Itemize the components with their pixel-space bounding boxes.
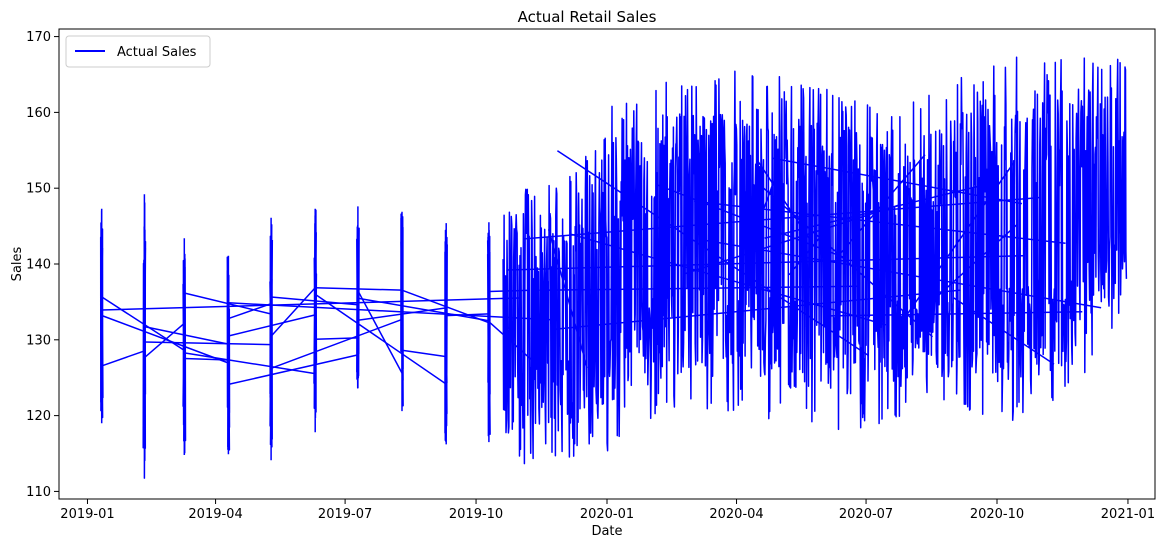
line-connector bbox=[270, 318, 403, 370]
y-tick-label: 120 bbox=[26, 409, 51, 424]
line-connector bbox=[228, 314, 316, 337]
legend-label-actual-sales: Actual Sales bbox=[117, 45, 197, 60]
line-connector bbox=[357, 290, 403, 374]
line-connector bbox=[830, 311, 1083, 317]
x-tick-label: 2020-01 bbox=[580, 507, 634, 522]
line-spike bbox=[269, 217, 274, 461]
line-connector bbox=[571, 233, 887, 326]
line-connector bbox=[704, 239, 1102, 309]
line-connector bbox=[656, 184, 844, 258]
x-tick-label: 2020-07 bbox=[839, 507, 893, 522]
y-tick-label: 110 bbox=[26, 485, 51, 500]
line-connector bbox=[184, 292, 272, 315]
line-connector bbox=[315, 287, 403, 291]
line-connector bbox=[953, 297, 1055, 365]
line-spike bbox=[356, 206, 360, 389]
line-connector bbox=[401, 289, 490, 324]
line-connector bbox=[928, 223, 1019, 305]
line-connector bbox=[747, 175, 777, 251]
x-axis-ticks: 2019-01 2019-04 2019-07 2019-10 2020-01 2020-… bbox=[60, 499, 1155, 522]
legend-box bbox=[65, 35, 211, 68]
y-axis-label: Sales bbox=[10, 246, 25, 281]
line-connector bbox=[101, 297, 520, 311]
line-spike bbox=[313, 208, 318, 433]
line-connector bbox=[506, 254, 1024, 271]
line-connector bbox=[101, 350, 145, 367]
y-tick-label: 170 bbox=[26, 30, 51, 45]
x-axis-label: Date bbox=[591, 524, 622, 539]
line-connector bbox=[401, 349, 447, 358]
series-actual-sales bbox=[99, 56, 1128, 479]
line-connector bbox=[144, 341, 272, 346]
line-connector bbox=[144, 325, 229, 345]
line-connector bbox=[772, 157, 1023, 205]
line-connector bbox=[547, 229, 588, 369]
line-connector bbox=[315, 337, 358, 341]
line-connector bbox=[488, 321, 536, 364]
y-tick-label: 130 bbox=[26, 333, 51, 348]
x-tick-label: 2019-01 bbox=[60, 507, 114, 522]
line-connector bbox=[554, 289, 961, 331]
chart-title: Actual Retail Sales bbox=[518, 8, 657, 26]
line-connector bbox=[143, 322, 185, 359]
x-tick-label: 2020-04 bbox=[709, 507, 763, 522]
x-tick-label: 2019-07 bbox=[318, 507, 372, 522]
line-connector bbox=[523, 196, 1041, 240]
line-spike bbox=[226, 255, 231, 455]
line-connector bbox=[270, 287, 316, 337]
x-tick-label: 2019-04 bbox=[188, 507, 242, 522]
line-connector bbox=[488, 289, 530, 293]
line-connector bbox=[228, 302, 557, 321]
line-spike bbox=[142, 194, 147, 479]
legend: Actual Sales bbox=[65, 35, 211, 68]
line-spike bbox=[486, 222, 491, 443]
y-tick-label: 160 bbox=[26, 106, 51, 121]
line-connector bbox=[357, 307, 447, 321]
line-dense-segment bbox=[502, 56, 1128, 465]
x-tick-label: 2021-01 bbox=[1101, 507, 1155, 522]
line-connector bbox=[757, 161, 810, 239]
line-connector bbox=[684, 203, 901, 275]
line-connector bbox=[835, 154, 926, 260]
line-connector bbox=[184, 357, 229, 361]
line-connector bbox=[539, 285, 858, 292]
x-tick-label: 2020-10 bbox=[970, 507, 1024, 522]
line-connector bbox=[228, 354, 359, 386]
x-tick-label: 2019-10 bbox=[449, 507, 503, 522]
line-spike bbox=[444, 223, 448, 445]
line-connector bbox=[904, 160, 1016, 318]
y-tick-label: 140 bbox=[26, 258, 51, 273]
y-axis-ticks: 110 120 130 140 150 160 170 bbox=[26, 30, 59, 500]
line-connector bbox=[556, 150, 869, 356]
line-connector bbox=[788, 227, 829, 276]
line-connector bbox=[228, 302, 272, 320]
y-tick-label: 150 bbox=[26, 182, 51, 197]
